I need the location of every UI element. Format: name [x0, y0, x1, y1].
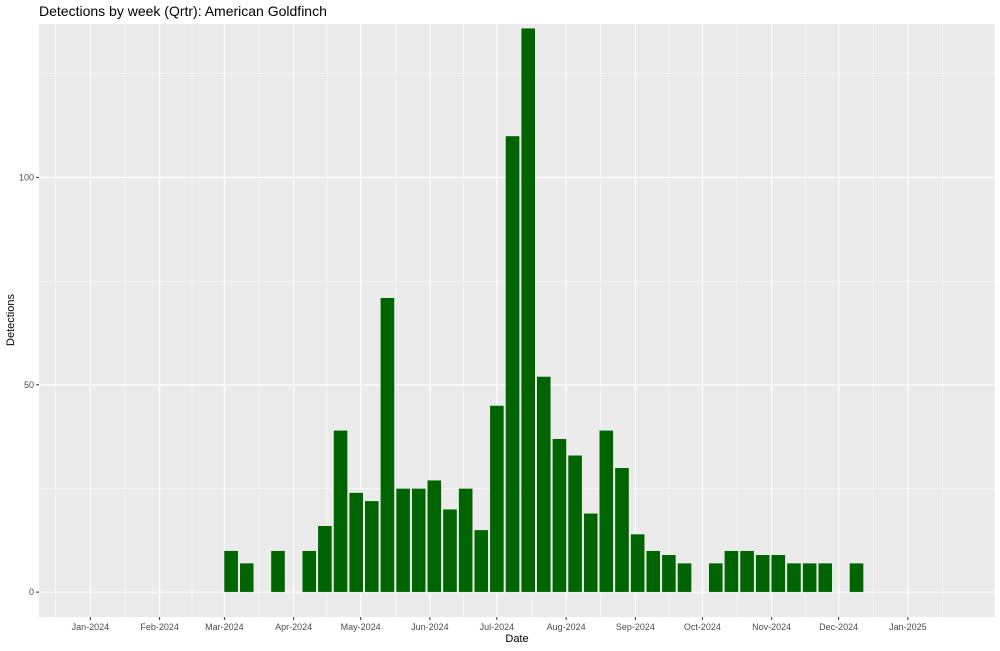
bar — [646, 550, 661, 593]
bar — [771, 554, 786, 593]
bar — [395, 488, 411, 593]
bar — [536, 376, 552, 593]
y-tick-label: 0 — [29, 587, 34, 597]
bars — [223, 27, 864, 593]
bar — [786, 562, 802, 593]
bar — [567, 455, 583, 593]
bar — [505, 135, 520, 593]
bar — [599, 430, 614, 593]
x-tick-label: Nov-2024 — [752, 622, 791, 632]
x-tick-label: Mar-2024 — [205, 622, 244, 632]
x-tick-label: May-2024 — [341, 622, 381, 632]
bar — [411, 488, 426, 593]
x-tick-label: Feb-2024 — [140, 622, 179, 632]
bar — [614, 467, 630, 593]
bar — [223, 550, 239, 593]
x-tick-label: Jan-2024 — [72, 622, 110, 632]
bar — [427, 479, 442, 593]
x-tick-label: Dec-2024 — [819, 622, 858, 632]
bar — [442, 508, 458, 593]
bar — [474, 529, 489, 593]
bar — [239, 562, 254, 593]
bar — [724, 550, 739, 593]
x-tick-label: Apr-2024 — [275, 622, 312, 632]
chart-title: Detections by week (Qrtr): American Gold… — [39, 3, 327, 19]
bar — [677, 562, 692, 593]
bar — [802, 562, 817, 593]
bar — [489, 405, 505, 593]
x-axis: Jan-2024 Feb-2024 Mar-2024 Apr-2024 May-2024… — [72, 617, 927, 632]
bar — [364, 500, 380, 593]
bar — [302, 550, 317, 593]
bar — [552, 438, 567, 593]
bar — [380, 297, 395, 593]
x-tick-label: Aug-2024 — [547, 622, 586, 632]
bar — [520, 27, 536, 593]
x-tick-label: Jan-2025 — [889, 622, 927, 632]
x-tick-label: Jul-2024 — [480, 622, 515, 632]
x-axis-title: Date — [505, 633, 528, 645]
bar — [348, 492, 364, 593]
bar — [458, 488, 473, 593]
y-tick-label: 50 — [24, 380, 34, 390]
bar — [270, 550, 286, 593]
bar — [818, 562, 833, 593]
bar — [333, 430, 348, 593]
bar — [661, 554, 677, 593]
x-tick-label: Sep-2024 — [616, 622, 655, 632]
y-tick-label: 100 — [19, 172, 34, 182]
bar — [317, 525, 333, 593]
bar — [849, 562, 864, 593]
bar — [755, 554, 770, 593]
bar — [739, 550, 755, 593]
y-axis: 0 50 100 — [19, 172, 39, 597]
y-axis-title: Detections — [5, 294, 17, 346]
x-tick-label: Jun-2024 — [411, 622, 449, 632]
bar — [583, 513, 598, 593]
bar — [630, 533, 645, 593]
x-tick-label: Oct-2024 — [684, 622, 721, 632]
bar — [708, 562, 724, 593]
